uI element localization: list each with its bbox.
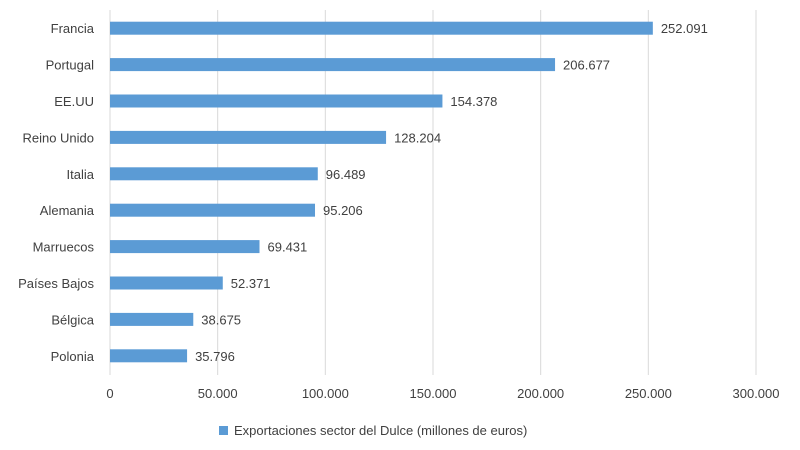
bar — [110, 240, 260, 254]
category-label: EE.UU — [54, 94, 94, 109]
data-labels: 252.091 206.677 154.378 128.204 96.489 95.206… — [195, 21, 708, 364]
x-axis-tick-labels: 0 50.000 100.000 150.000 200.000 250.000 300.0… — [106, 386, 779, 401]
x-tick-label: 50.000 — [198, 386, 238, 401]
data-label: 52.371 — [231, 276, 271, 291]
legend: Exportaciones sector del Dulce (millones… — [219, 423, 527, 438]
category-label: Portugal — [46, 58, 95, 73]
legend-swatch — [219, 426, 228, 435]
bar — [110, 349, 188, 363]
category-label: Marruecos — [33, 240, 95, 255]
data-label: 96.489 — [326, 167, 366, 182]
x-tick-label: 100.000 — [302, 386, 349, 401]
bar — [110, 94, 443, 108]
data-label: 35.796 — [195, 349, 235, 364]
bar — [110, 276, 223, 290]
bar — [110, 167, 318, 181]
category-label: Polonia — [51, 349, 95, 364]
category-label: Italia — [67, 167, 95, 182]
data-label: 206.677 — [563, 58, 610, 73]
x-tick-label: 250.000 — [625, 386, 672, 401]
data-label: 69.431 — [268, 240, 308, 255]
bar — [110, 21, 653, 35]
bars — [110, 21, 653, 363]
bar — [110, 203, 316, 217]
legend-label: Exportaciones sector del Dulce (millones… — [234, 423, 527, 438]
x-tick-label: 300.000 — [733, 386, 780, 401]
data-label: 252.091 — [661, 21, 708, 36]
x-tick-label: 200.000 — [517, 386, 564, 401]
category-label: Bélgica — [51, 312, 94, 327]
category-label: Alemania — [40, 203, 95, 218]
data-label: 95.206 — [323, 203, 363, 218]
x-tick-label: 150.000 — [410, 386, 457, 401]
category-label: Países Bajos — [18, 276, 94, 291]
data-label: 128.204 — [394, 130, 441, 145]
data-label: 154.378 — [450, 94, 497, 109]
category-label: Francia — [51, 21, 95, 36]
bar — [110, 130, 387, 144]
category-labels: Francia Portugal EE.UU Reino Unido Italia Ale… — [18, 21, 95, 364]
x-tick-label: 0 — [106, 386, 113, 401]
category-label: Reino Unido — [22, 130, 94, 145]
data-label: 38.675 — [201, 312, 241, 327]
bar — [110, 58, 556, 72]
bar — [110, 312, 194, 326]
